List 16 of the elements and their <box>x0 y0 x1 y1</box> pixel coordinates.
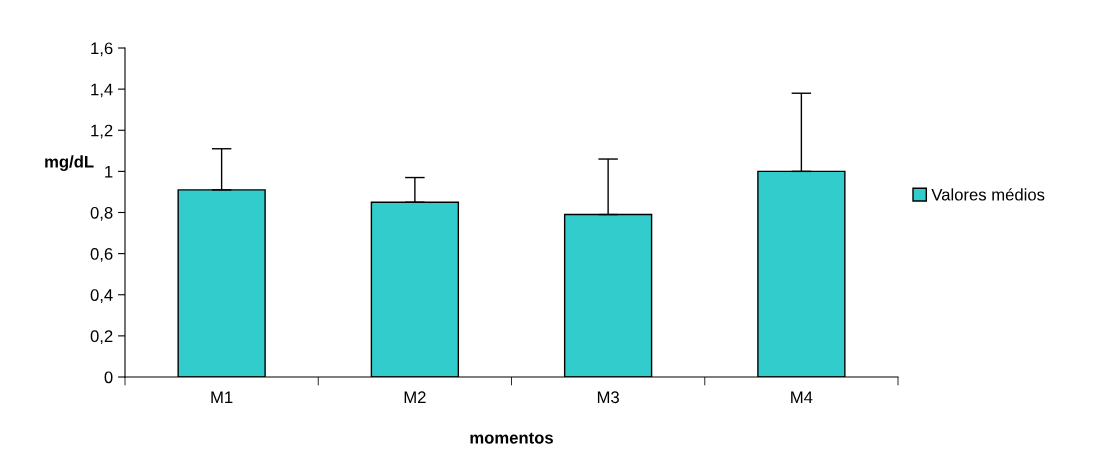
y-tick-label: 0 <box>104 371 113 384</box>
y-tick-label: 1 <box>105 165 113 178</box>
y-tick-label: 0,2 <box>90 330 113 345</box>
y-tick-label: 1,4 <box>91 83 113 98</box>
y-axis-title: mg/dL <box>45 155 94 171</box>
y-tick-label: 0,6 <box>90 248 113 262</box>
y-tick-label: 0,8 <box>90 206 113 221</box>
x-tick-label: M1 <box>211 391 233 403</box>
x-tick-label: M3 <box>597 391 619 404</box>
x-tick-label: M4 <box>791 391 813 403</box>
x-tick-label: M2 <box>404 391 426 403</box>
y-tick-label: 0,4 <box>90 289 113 303</box>
x-axis-title: momentos <box>470 432 553 444</box>
y-tick-label: 1,2 <box>91 124 113 139</box>
y-tick-label: 1,6 <box>91 42 113 57</box>
legend-label: Valores médios <box>931 188 1045 201</box>
